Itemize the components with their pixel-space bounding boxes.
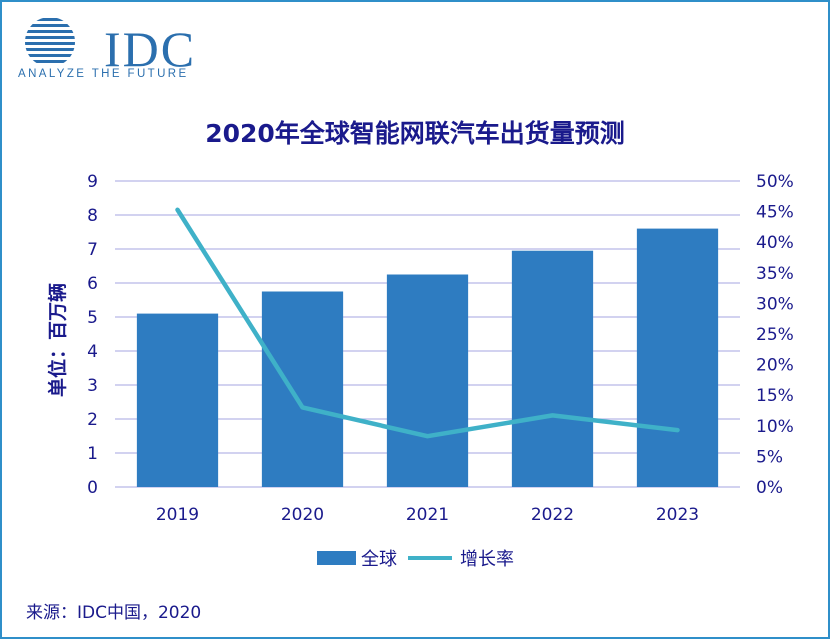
legend-bar-label: 全球 [361,549,397,570]
y2-tick-label: 5% [756,447,783,467]
y2-tick-label: 45% [756,203,794,223]
x-axis-ticks: 2019 2020 2021 2022 2023 [156,505,699,525]
y2-tick-label: 10% [756,417,794,437]
source-note: 来源：IDC中国，2020 [26,603,202,623]
y2-tick-label: 25% [756,325,794,345]
y2-tick-label: 50% [756,172,794,192]
x-tick-label: 2022 [531,505,574,525]
idc-logo: IDC ANALYZE THE FUTURE [18,14,218,86]
y2-tick-label: 30% [756,294,794,314]
bar [136,313,219,487]
y-tick-label: 6 [87,274,98,294]
bar-series [136,228,719,487]
x-tick-label: 2021 [406,505,449,525]
x-tick-label: 2020 [281,505,324,525]
chart-title: 2020年全球智能网联汽车出货量预测 [205,119,625,148]
logo-tagline: ANALYZE THE FUTURE [18,68,189,80]
y2-tick-label: 40% [756,233,794,253]
y2-tick-label: 15% [756,386,794,406]
y2-tick-label: 0% [756,478,783,498]
y-tick-label: 1 [87,444,98,464]
bar [511,250,594,487]
y-tick-label: 7 [87,240,98,260]
bar [636,228,719,487]
line-series [175,207,680,439]
y-tick-label: 9 [87,172,98,192]
growth-rate-line [175,207,680,439]
y-tick-label: 3 [87,376,98,396]
globe-icon [25,18,75,63]
y2-axis-ticks: 0% 5% 10% 15% 20% 25% 30% 35% 40% 45% 50% [756,172,794,498]
y-tick-label: 0 [87,478,98,498]
y2-tick-label: 35% [756,264,794,284]
bar [386,274,469,487]
y-tick-label: 4 [87,342,98,362]
y2-tick-label: 20% [756,356,794,376]
legend: 全球 增长率 [317,549,514,570]
legend-line-label: 增长率 [460,549,514,570]
x-tick-label: 2023 [656,505,699,525]
y-tick-label: 8 [87,206,98,226]
y-tick-label: 5 [87,308,98,328]
legend-bar-swatch [317,551,356,565]
y-axis-ticks: 0 1 2 3 4 5 6 7 8 9 [87,172,98,498]
y-tick-label: 2 [87,410,98,430]
logo-text: IDC [104,21,197,77]
y-axis-label: 单位：百万辆 [46,283,69,397]
x-tick-label: 2019 [156,505,199,525]
bar [261,291,344,487]
